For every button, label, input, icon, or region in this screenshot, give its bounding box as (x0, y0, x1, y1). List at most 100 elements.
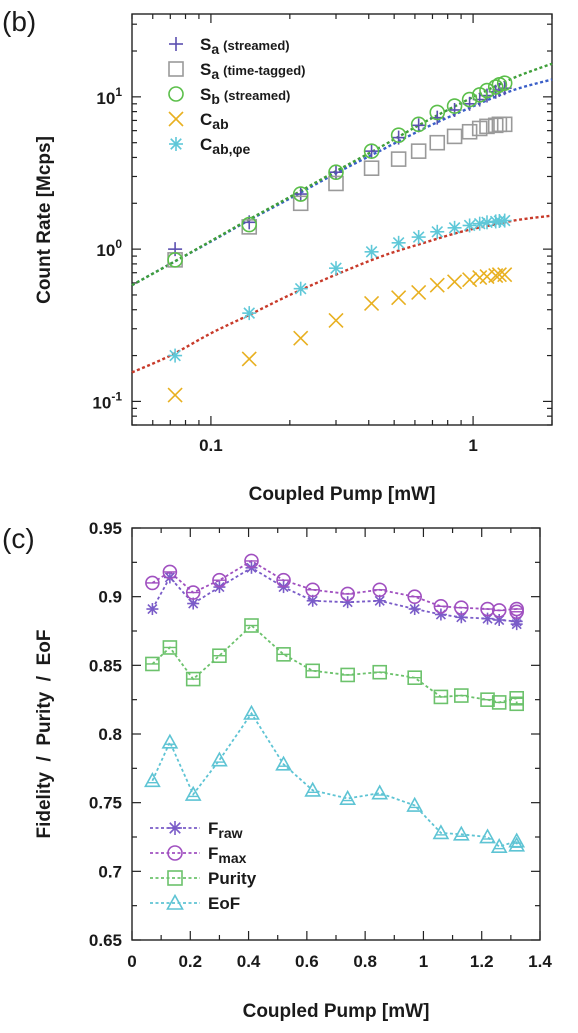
legend-label-0: Sa (streamed) (200, 35, 290, 57)
data-point (446, 98, 463, 114)
plot-frame-c (131, 527, 541, 941)
y-tick-base: 10 (92, 393, 111, 412)
legend-marker-4 (169, 137, 183, 151)
x-tick-label: 0.6 (295, 952, 319, 971)
series-2 (167, 75, 513, 268)
data-point (293, 330, 309, 346)
y-tick-label: 0.7 (98, 862, 122, 881)
y-axis-label-c: Fidelity / Purity / EoF (34, 629, 55, 838)
x-axis-label-b: Coupled Pump [mW] (249, 484, 436, 505)
x-tick-label: 0.2 (178, 952, 202, 971)
series-4 (168, 213, 512, 363)
y-tick-label: 0.8 (98, 725, 122, 744)
data-point (364, 144, 379, 159)
data-point (487, 79, 504, 95)
data-point (293, 281, 308, 296)
data-point (411, 230, 426, 245)
y-tick-label: 0.9 (98, 588, 122, 607)
y-tick-label: 0.95 (89, 519, 122, 538)
data-point (339, 789, 357, 805)
data-point (406, 796, 424, 812)
series-0 (146, 561, 523, 631)
legend-marker-2 (168, 86, 184, 102)
data-point (167, 252, 183, 268)
series-3 (144, 704, 526, 854)
data-point (479, 828, 496, 844)
x-tick-label: 0.1 (199, 436, 223, 455)
data-point (184, 785, 202, 801)
fit-curve-2 (131, 214, 553, 374)
data-point (364, 295, 380, 311)
data-point (168, 348, 183, 363)
data-point (447, 274, 463, 290)
legend-marker-1 (167, 845, 183, 861)
legend-label-3: Cab (200, 110, 229, 132)
x-tick-label: 1.2 (470, 952, 494, 971)
data-point (390, 127, 407, 143)
data-point (241, 216, 258, 233)
data-point (304, 781, 322, 797)
data-point (144, 772, 161, 788)
data-point (243, 704, 260, 720)
x-tick-label: 1 (468, 436, 477, 455)
data-point (429, 134, 446, 151)
legend-label-2: Purity (208, 869, 257, 888)
data-point (491, 267, 507, 283)
data-point (363, 143, 380, 159)
data-point (292, 195, 309, 212)
legend-label-2: Sb (streamed) (200, 85, 290, 107)
data-point (364, 244, 379, 259)
data-point (510, 618, 523, 631)
data-point (211, 751, 228, 767)
legend-label-4: Cab,φe (200, 135, 251, 157)
data-point (462, 272, 478, 288)
data-point (429, 277, 445, 293)
legend-marker-0 (168, 821, 182, 835)
data-point (328, 164, 344, 181)
series-line-2 (151, 624, 518, 704)
x-tick-label: 0.4 (237, 952, 261, 971)
data-point (187, 597, 200, 610)
data-point (429, 104, 446, 121)
y-tick-label: 0.75 (89, 794, 122, 813)
y-tick-base: 10 (96, 241, 115, 260)
data-point (446, 128, 463, 145)
x-axis-label-c: Coupled Pump [mW] (243, 1001, 430, 1022)
legend-marker-2 (167, 870, 183, 886)
legend-marker-0 (169, 37, 183, 51)
data-point (410, 143, 427, 159)
legend-c: Fraw Fmax Purity EoF (150, 819, 257, 913)
y-tick-label: 0.85 (89, 656, 122, 675)
data-point (275, 755, 292, 771)
data-point (329, 261, 344, 276)
data-point (508, 836, 526, 852)
data-point (328, 175, 344, 192)
legend-b: Sa (streamed) Sa (time-tagged) Sb (streamed) C… (168, 35, 305, 157)
y-tick-base: 10 (96, 89, 115, 108)
panel-label-c: (c) (2, 523, 35, 554)
data-point (497, 213, 512, 228)
data-point (447, 102, 462, 117)
data-point (167, 387, 183, 403)
data-point (461, 91, 478, 108)
y-tick-label: 10-1 (92, 389, 122, 412)
data-point (479, 82, 495, 99)
panel-label-b: (b) (2, 6, 36, 37)
legend-marker-3 (168, 111, 184, 127)
data-point (391, 290, 407, 306)
legend-label-0: Fraw (208, 819, 243, 841)
data-point (242, 306, 257, 321)
legend-label-1: Sa (time-tagged) (200, 60, 305, 82)
y-tick-exp: -1 (111, 389, 122, 403)
y-tick-exp: 0 (115, 237, 122, 251)
data-point (292, 186, 309, 202)
data-point (490, 837, 508, 854)
data-point (391, 235, 406, 250)
y-axis-label-b: Count Rate [Mcps] (34, 136, 55, 304)
data-point (363, 160, 380, 176)
data-point (293, 187, 308, 202)
data-point (328, 312, 344, 329)
data-point (390, 151, 407, 167)
data-point (496, 116, 513, 133)
